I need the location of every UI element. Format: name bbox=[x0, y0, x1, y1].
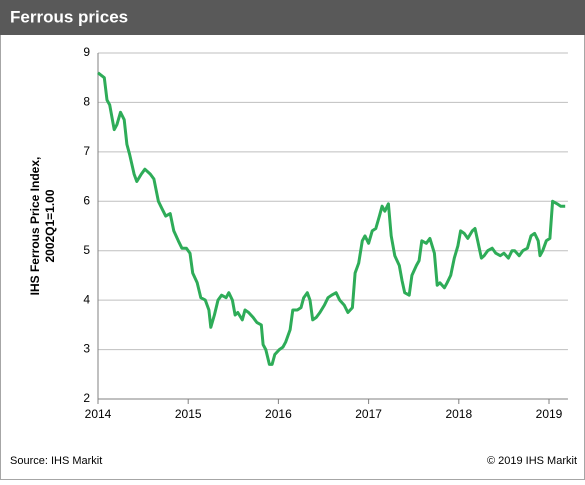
copyright: © 2019 IHS Markit bbox=[487, 455, 577, 467]
x-tick-label: 2018 bbox=[445, 407, 472, 421]
x-tick-label: 2015 bbox=[175, 407, 202, 421]
y-axis-label: 2002Q1=1.00 bbox=[43, 189, 57, 262]
chart-title: Ferrous prices bbox=[10, 7, 128, 26]
x-tick-label: 2014 bbox=[85, 407, 112, 421]
y-tick-label: 6 bbox=[83, 193, 90, 207]
y-tick-label: 7 bbox=[83, 144, 90, 158]
y-axis-label: IHS Ferrous Price Index, bbox=[28, 157, 42, 296]
y-tick-label: 2 bbox=[83, 391, 90, 405]
y-tick-label: 3 bbox=[83, 342, 90, 356]
x-tick-label: 2016 bbox=[265, 407, 292, 421]
y-tick-label: 5 bbox=[83, 243, 90, 257]
x-tick-label: 2019 bbox=[536, 407, 563, 421]
y-tick-label: 4 bbox=[83, 292, 90, 306]
price-line bbox=[97, 71, 566, 366]
header-bar bbox=[0, 0, 585, 35]
source: Source: IHS Markit bbox=[10, 455, 102, 467]
y-tick-label: 9 bbox=[83, 45, 90, 59]
x-tick-label: 2017 bbox=[355, 407, 382, 421]
y-tick-label: 8 bbox=[83, 95, 90, 109]
